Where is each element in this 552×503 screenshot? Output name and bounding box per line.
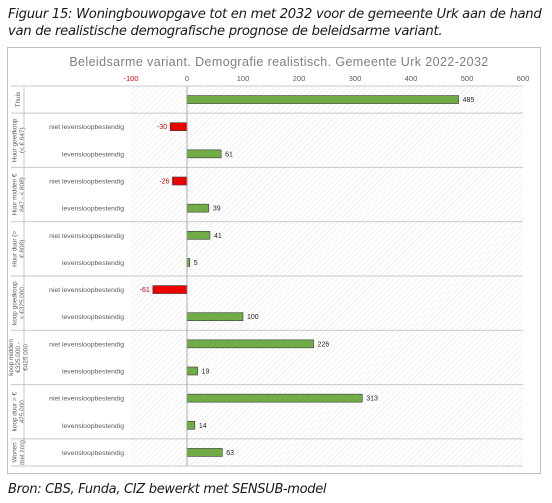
x-tick-label: -100: [123, 74, 138, 83]
x-tick-label: 500: [461, 74, 474, 83]
group-label: (< € 647): [19, 127, 26, 153]
x-tick-label: 100: [237, 74, 250, 83]
bar: [186, 339, 314, 349]
group-label: Wonen: [12, 442, 19, 463]
bar: [186, 230, 211, 240]
data-label: 39: [213, 206, 221, 213]
x-tick-label: 300: [349, 74, 362, 83]
data-label: 485: [463, 97, 475, 104]
bar: [169, 122, 188, 132]
figure-caption: Figuur 15: Woningbouwopgave tot en met 2…: [8, 6, 548, 40]
row-label: niet levensloopbestendig: [49, 341, 124, 348]
row-label: levensloopbestendig: [62, 151, 124, 158]
data-label: -61: [140, 287, 150, 294]
bar: [186, 95, 459, 104]
group-label: Huur midden €: [12, 173, 19, 215]
row-label: niet levensloopbestendig: [49, 124, 124, 131]
bar: [152, 285, 188, 294]
bar: [186, 420, 196, 430]
row-label: levensloopbestendig: [62, 206, 124, 213]
bar: [186, 366, 198, 376]
chart-frame: Beleidsarme variant. Demografie realisti…: [7, 47, 541, 474]
group-label: € 808): [19, 240, 26, 258]
bar: [186, 448, 223, 457]
x-tick-label: 200: [293, 74, 306, 83]
bar: [186, 258, 191, 267]
bar: [186, 203, 210, 213]
data-label: -30: [157, 124, 167, 131]
data-label: 61: [225, 151, 233, 158]
data-label: 41: [214, 233, 222, 240]
row-label: levensloopbestendig: [62, 314, 124, 321]
group-label: €325.000 -: [15, 342, 22, 373]
x-tick-label: 400: [405, 74, 418, 83]
group-label: €425.000: [22, 344, 29, 371]
data-label: 5: [194, 260, 198, 267]
data-label: 226: [318, 341, 330, 348]
group-label: met zorg: [19, 440, 26, 465]
source-note: Bron: CBS, Funda, CIZ bewerkt met SENSUB…: [8, 482, 327, 497]
data-label: 313: [366, 396, 378, 403]
group-label: < €325.000: [19, 287, 26, 320]
group-label: Huur goedkoop: [12, 118, 19, 162]
caption-line-1: Figuur 15: Woningbouwopgave tot en met 2…: [8, 7, 542, 22]
bar: [172, 176, 188, 186]
group-label: Thuis: [15, 92, 22, 108]
data-label: 100: [247, 314, 259, 321]
bar: [186, 312, 244, 322]
row-label: niet levensloopbestendig: [49, 179, 124, 186]
row-label: niet levensloopbestendig: [49, 396, 124, 403]
group-label: 647 - < 808): [19, 177, 26, 212]
data-label: 63: [226, 450, 234, 457]
bar: [186, 149, 222, 159]
row-label: niet levensloopbestendig: [49, 233, 124, 240]
group-label: koop duur > €: [12, 392, 19, 432]
data-label: 14: [199, 423, 207, 430]
caption-line-2: van de realistische demografische progno…: [8, 24, 443, 39]
bar: [186, 393, 363, 403]
row-label: levensloopbestendig: [62, 260, 124, 267]
row-label: levensloopbestendig: [62, 423, 124, 430]
x-tick-label: 0: [185, 74, 189, 83]
group-label: 425.000: [19, 400, 26, 424]
chart-title: Beleidsarme variant. Demografie realisti…: [69, 55, 488, 69]
row-label: levensloopbestendig: [62, 369, 124, 376]
group-label: koop midden: [8, 339, 15, 376]
row-label: niet levensloopbestendig: [49, 287, 124, 294]
group-label: koop goedkoop: [12, 281, 19, 325]
data-label: -26: [159, 179, 169, 186]
row-label: levensloopbestendig: [62, 450, 124, 457]
x-tick-label: 600: [517, 74, 530, 83]
bar-chart: Beleidsarme variant. Demografie realisti…: [8, 55, 530, 467]
data-label: 19: [202, 369, 210, 376]
group-label: Huur duur (>: [12, 231, 19, 267]
